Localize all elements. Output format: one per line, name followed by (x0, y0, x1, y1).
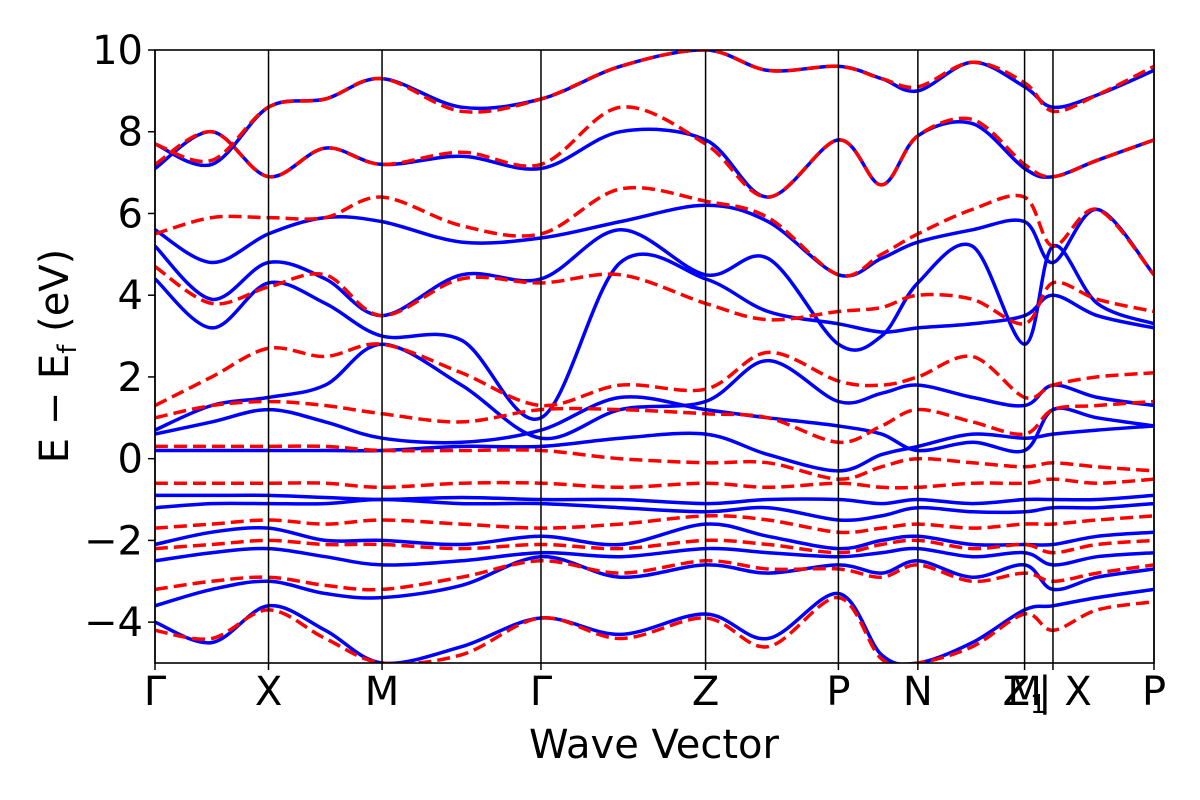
y-tick-label: 8 (118, 110, 143, 156)
y-tick-label: 10 (92, 28, 143, 74)
band-dashed-7 (155, 342, 1154, 408)
band-dashed-4 (155, 477, 1154, 490)
band-dashed-10 (155, 105, 1154, 199)
y-axis-title: E − Ef (eV) (32, 249, 83, 464)
y-axis: −4 −2 0 2 4 6 8 10 (84, 28, 155, 646)
x-tick-label: M (1007, 669, 1042, 715)
x-tick-label: X (255, 669, 282, 715)
band-solid-11 (155, 203, 1154, 278)
band-dashed-11 (155, 50, 1154, 164)
y-tick-label: 2 (118, 355, 143, 401)
band-solid-10 (155, 228, 1154, 352)
band-dashed-9 (155, 185, 1154, 278)
y-axis-title-subscript: f (53, 344, 83, 354)
y-axis-title-unit: (eV) (32, 249, 78, 345)
x-tick-label: Γ (144, 669, 167, 715)
band-series-solid (155, 50, 1154, 663)
band-solid-8 (155, 342, 1154, 441)
x-axis-title: Wave Vector (529, 722, 780, 768)
band-dashed-3 (155, 514, 1154, 535)
kpoint-divider-lines (154, 50, 1155, 663)
x-tick-label: P (826, 669, 850, 715)
band-solid-2 (155, 546, 1154, 567)
y-tick-label: 6 (118, 191, 143, 237)
y-axis-title-main: E − E (32, 354, 78, 464)
y-tick-label: 4 (118, 273, 143, 319)
x-tick-label: Z (692, 669, 719, 715)
bands-layer (155, 50, 1154, 663)
x-tick-label: | X (1038, 669, 1092, 715)
y-tick-label: −2 (84, 518, 143, 564)
x-tick-label: N (903, 669, 933, 715)
y-tick-label: −4 (84, 600, 143, 646)
band-dashed-6 (155, 399, 1154, 445)
y-tick-label: 0 (118, 437, 143, 483)
band-dashed-8 (155, 265, 1154, 326)
band-dashed-0 (155, 595, 1154, 663)
x-tick-label: Γ (530, 669, 553, 715)
x-tick-label: Z1 (1003, 669, 1047, 720)
x-tick-label: P (1142, 669, 1166, 715)
x-tick-label: M (365, 669, 400, 715)
plot-frame (154, 49, 1155, 664)
band-solid-1 (155, 554, 1154, 608)
band-solid-9 (155, 252, 1154, 421)
